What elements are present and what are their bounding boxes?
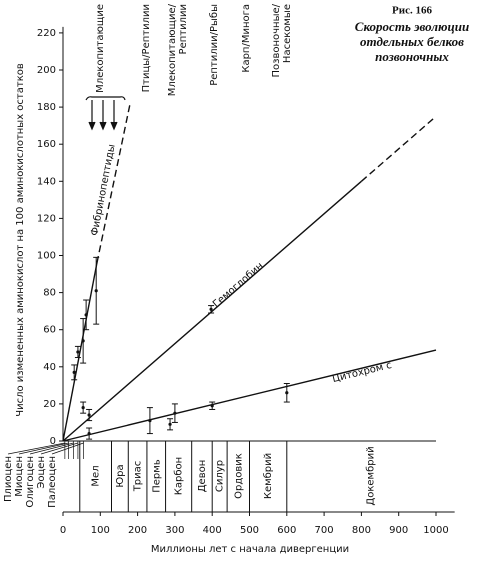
data-point <box>76 350 80 354</box>
x-tick-label: 300 <box>165 525 184 536</box>
period-label: Юра <box>115 464 126 487</box>
y-tick-label: 200 <box>37 65 56 76</box>
x-tick-label: 700 <box>315 525 334 536</box>
data-point <box>210 404 214 408</box>
data-point <box>168 422 172 426</box>
data-point <box>81 339 85 343</box>
y-tick-label: 80 <box>43 288 56 299</box>
period-label: Ордовик <box>233 453 244 499</box>
epoch-label: Миоцен <box>14 456 25 497</box>
data-point <box>72 370 76 374</box>
epoch-label: Олигоцен <box>25 456 36 508</box>
x-tick-label: 500 <box>240 525 259 536</box>
y-tick-label: 120 <box>37 213 56 224</box>
series-label: Гемоглобин <box>211 261 266 311</box>
y-tick-label: 140 <box>37 176 56 187</box>
epoch-label: Палеоцен <box>47 456 58 508</box>
divergence-label: Млекопитающие <box>95 4 106 93</box>
period-label: Мел <box>91 465 102 486</box>
fit-line-dashed <box>360 115 437 182</box>
period-label: Пермь <box>151 459 162 493</box>
series-label: Цитохром с <box>331 360 393 385</box>
data-point <box>87 431 91 436</box>
period-label: Карбон <box>174 457 185 495</box>
y-tick-label: 100 <box>37 251 56 262</box>
x-tick-label: 900 <box>389 525 408 536</box>
epoch-label: Эоцен <box>36 456 47 489</box>
epoch-leader <box>7 442 65 455</box>
period-label: Силур <box>215 460 226 492</box>
x-tick-label: 1000 <box>423 525 448 536</box>
data-point <box>209 307 213 311</box>
x-tick-label: 600 <box>277 525 296 536</box>
y-tick-label: 60 <box>43 325 56 336</box>
data-point <box>148 418 152 423</box>
divergence-label: Позвоночные/Насекомые <box>271 3 293 77</box>
data-point <box>81 406 85 410</box>
y-tick-label: 40 <box>43 362 56 373</box>
series-label: Фибринопептиды <box>89 143 117 237</box>
arrows-bracket <box>85 96 126 131</box>
x-tick-label: 400 <box>203 525 222 536</box>
fit-line-dashed <box>96 103 131 264</box>
epoch-leader <box>29 442 74 455</box>
y-tick-label: 180 <box>37 102 56 113</box>
data-point <box>94 289 98 293</box>
y-tick-label: 0 <box>50 436 56 447</box>
period-label: Триас <box>133 461 144 493</box>
epoch-label: Плиоцен <box>3 456 14 502</box>
period-label: Докембрий <box>366 446 377 505</box>
y-tick-label: 160 <box>37 139 56 150</box>
x-axis-label: Миллионы лет с начала дивергенции <box>151 544 349 555</box>
fit-line <box>62 349 437 442</box>
figure-number: Рис. 166 <box>392 5 432 17</box>
epoch-leader <box>40 442 79 455</box>
data-point <box>87 413 91 417</box>
y-axis-label: Число измененных аминокислот на 100 амин… <box>15 63 26 417</box>
period-label: Кембрий <box>263 453 274 499</box>
chart-title: позвоночных <box>375 49 449 64</box>
fit-line <box>62 262 98 442</box>
epoch-leader <box>51 442 84 455</box>
divergence-label: Млекопитающие/Рептилии <box>167 3 189 96</box>
x-tick-label: 200 <box>128 525 147 536</box>
data-point <box>84 313 88 317</box>
data-point <box>285 391 289 395</box>
y-tick-label: 20 <box>43 399 56 410</box>
epoch-leader <box>18 442 69 455</box>
x-tick-label: 100 <box>91 525 110 536</box>
divergence-label: Рептилии/Рыбы <box>209 4 220 86</box>
chart-title: Скорость эволюции <box>355 19 469 34</box>
fit-line <box>62 180 362 442</box>
period-label: Девон <box>197 460 208 493</box>
y-tick-label: 220 <box>37 28 56 39</box>
divergence-label: Карп/Минога <box>241 4 252 73</box>
x-tick-label: 0 <box>60 525 66 536</box>
chart-title: отдельных белков <box>360 34 464 49</box>
data-point <box>173 411 177 415</box>
x-tick-label: 800 <box>352 525 371 536</box>
divergence-label: Птицы/Рептилии <box>141 4 152 92</box>
